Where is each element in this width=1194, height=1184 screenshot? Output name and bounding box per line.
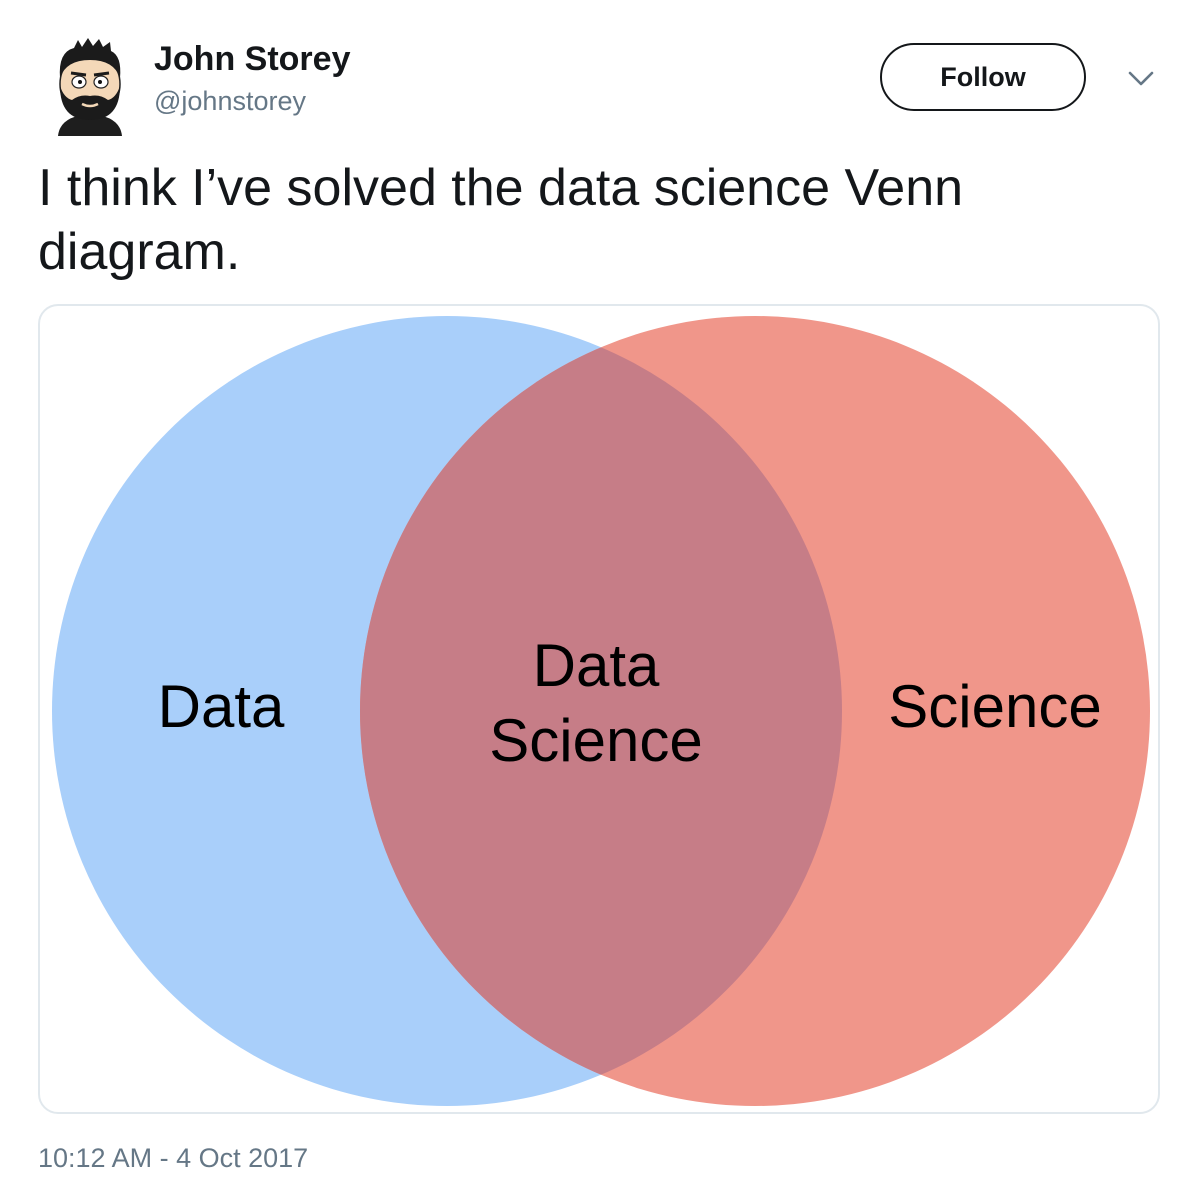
venn-label-overlap-line2: Science [489, 707, 702, 774]
cartoon-avatar-icon [58, 38, 122, 136]
tweet-image[interactable]: Data Science Data Science [38, 304, 1160, 1114]
venn-label-science: Science [888, 673, 1101, 740]
venn-label-overlap-line1: Data [533, 632, 660, 699]
venn-diagram: Data Science Data Science [52, 316, 1150, 1106]
author-handle[interactable]: @johnstorey [154, 86, 306, 116]
author-name[interactable]: John Storey [154, 40, 351, 78]
chevron-down-icon [1128, 71, 1154, 86]
tweet-timestamp[interactable]: 10:12 AM - 4 Oct 2017 [38, 1143, 309, 1173]
tweet-text: I think I’ve solved the data science Ven… [38, 159, 964, 281]
venn-overlap-region [360, 316, 842, 1106]
venn-label-data: Data [158, 673, 285, 740]
tweet-menu-button[interactable] [1126, 64, 1156, 94]
avatar[interactable] [48, 38, 132, 136]
follow-button[interactable]: Follow [880, 43, 1086, 111]
